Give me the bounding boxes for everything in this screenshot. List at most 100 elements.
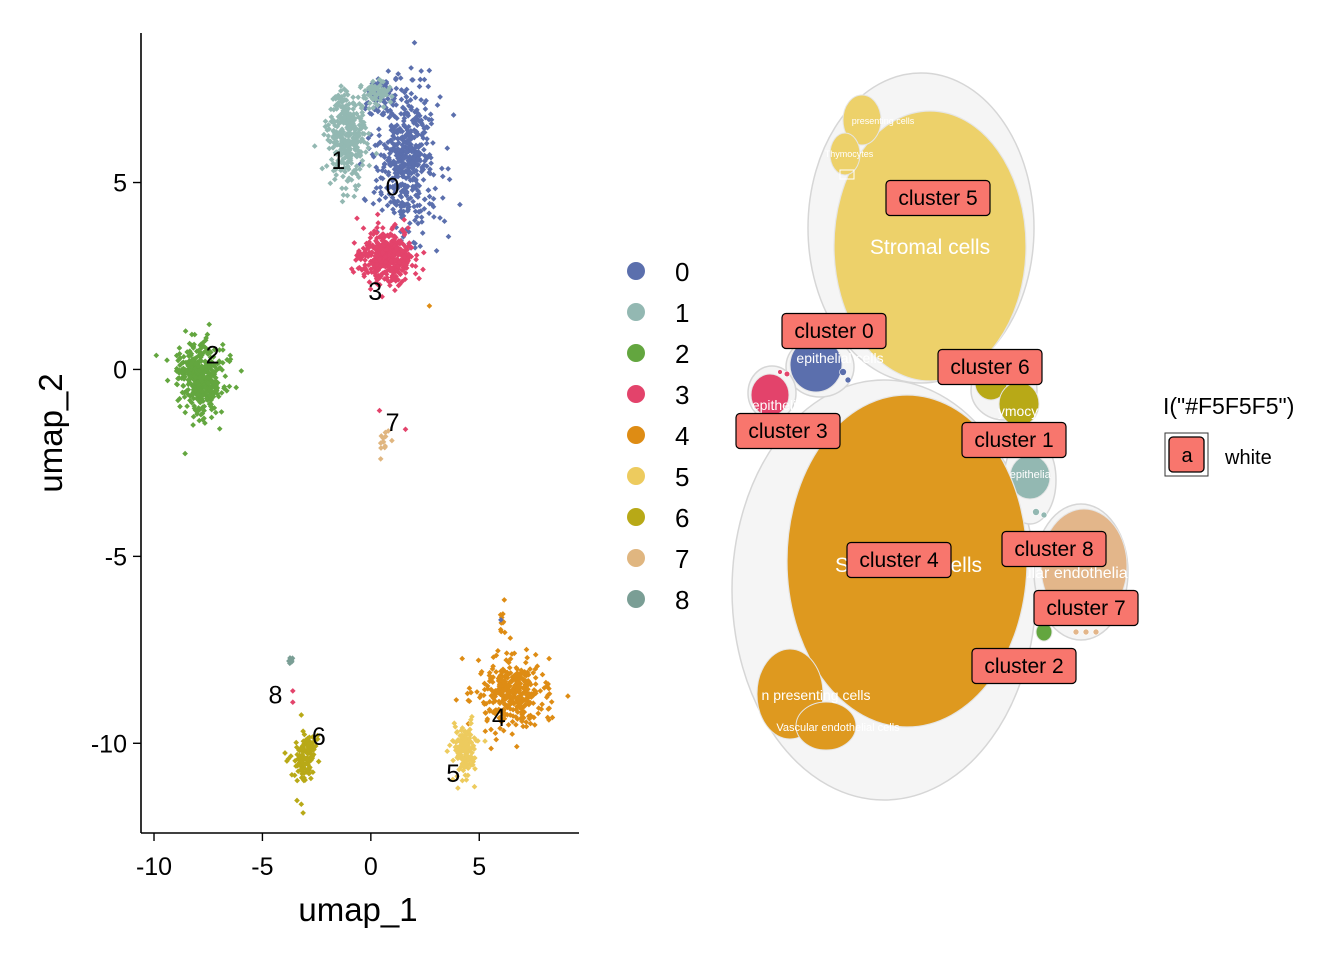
point-cluster-2: [210, 354, 217, 360]
point-cluster-4: [487, 677, 493, 684]
point-cluster-0: [410, 184, 417, 191]
point-cluster-2: [208, 358, 215, 365]
point-cluster-0: [428, 116, 435, 123]
point-cluster-4: [506, 664, 513, 671]
label-cluster4-stromal-left: S: [835, 554, 849, 577]
point-cluster-0: [420, 176, 427, 183]
point-cluster-4: [509, 731, 516, 737]
point-cluster-1: [338, 93, 345, 100]
cluster-label-8: 8: [268, 682, 282, 710]
point-cluster-2: [198, 358, 205, 364]
point-cluster-4: [484, 685, 491, 692]
point-cluster-3: [395, 282, 402, 289]
point-cluster-4: [495, 647, 501, 654]
point-cluster-2: [216, 347, 223, 353]
point-cluster-4: [522, 659, 529, 666]
point-cluster-3: [354, 215, 360, 222]
point-cluster-5: [455, 785, 461, 791]
point-cluster-0: [446, 176, 453, 183]
point-cluster-6: [305, 762, 311, 768]
point-cluster-3: [366, 279, 373, 285]
point-cluster-0: [431, 214, 437, 220]
point-cluster-4: [546, 655, 552, 662]
point-cluster-2: [180, 365, 187, 372]
point-cluster-0: [386, 154, 392, 161]
point-cluster-4: [532, 651, 539, 658]
point-cluster-4: [546, 685, 552, 692]
point-cluster-0: [405, 164, 412, 171]
point-cluster-0: [403, 94, 410, 100]
point-cluster-0: [409, 177, 416, 183]
point-cluster-1: [345, 133, 352, 139]
point-cluster-3: [379, 293, 385, 300]
point-cluster-1: [350, 115, 357, 121]
point-cluster-4: [497, 725, 503, 732]
point-cluster-0: [419, 230, 426, 236]
point-cluster-0: [433, 247, 440, 254]
point-cluster-1: [326, 126, 332, 132]
point-cluster-0: [430, 140, 436, 146]
point-cluster-0: [410, 198, 416, 205]
point-cluster-0: [415, 110, 421, 117]
point-cluster-2: [182, 450, 188, 457]
point-cluster-0: [365, 135, 372, 141]
point-cluster-0: [378, 191, 385, 198]
point-cluster-0: [410, 239, 417, 246]
background-legend: I("#F5F5F5") a white: [1163, 393, 1294, 477]
label-cluster6-thymocytes: ymocyt: [998, 403, 1042, 419]
point-cluster-1: [361, 131, 368, 137]
point-cluster-0: [383, 145, 389, 152]
legend-label-7: 7: [675, 544, 689, 574]
point-cluster-2: [190, 342, 197, 349]
point-cluster-4: [528, 693, 535, 700]
circle-cluster2-vascular: [795, 701, 857, 751]
point-cluster-2: [226, 383, 233, 390]
point-cluster-6: [291, 772, 298, 779]
point-cluster-1: [365, 145, 372, 151]
point-cluster-4: [482, 710, 489, 716]
point-cluster-2: [212, 378, 219, 384]
point-cluster-1: [334, 123, 341, 130]
point-cluster-2: [175, 357, 181, 364]
point-cluster-5: [460, 755, 467, 762]
cluster-legend: 0 1 2 3 4 5 6 7 8: [627, 257, 689, 615]
point-cluster-0: [407, 127, 414, 134]
point-cluster-0: [441, 218, 448, 225]
point-cluster-0: [378, 152, 384, 158]
point-cluster-0: [427, 111, 434, 118]
point-cluster-3: [405, 225, 412, 231]
point-cluster-5: [467, 762, 474, 769]
cluster-tags-layer: cluster 5 cluster 0 cluster 6 cluster 3 clus…: [735, 179, 1139, 685]
point-cluster-4: [490, 699, 497, 706]
point-cluster-6: [306, 734, 313, 741]
point-cluster-0: [428, 120, 435, 127]
point-cluster-0: [400, 145, 406, 152]
point-cluster-2: [176, 375, 183, 381]
point-cluster-0: [385, 68, 392, 74]
point-cluster-2: [196, 367, 203, 374]
point-cluster-4: [527, 720, 534, 727]
point-cluster-2: [191, 355, 197, 362]
point-cluster-1: [368, 94, 375, 101]
point-cluster-4: [507, 712, 514, 718]
point-cluster-2: [222, 373, 229, 380]
point-cluster-0: [414, 172, 421, 178]
point-cluster-3: [420, 249, 427, 256]
legend-label-3: 3: [675, 380, 689, 410]
point-cluster-2: [227, 352, 234, 359]
point-cluster-3: [409, 262, 416, 269]
point-cluster-0: [421, 196, 428, 203]
point-cluster-6: [301, 731, 308, 738]
point-cluster-0: [404, 99, 410, 105]
point-cluster-0: [398, 204, 405, 210]
point-cluster-0: [393, 85, 400, 92]
point-cluster-6: [288, 753, 294, 759]
point-cluster-2: [181, 394, 188, 400]
point-cluster-1: [351, 122, 357, 129]
circle-cluster0-small-b: [844, 376, 852, 384]
point-cluster-2: [188, 399, 195, 406]
point-cluster-0: [394, 198, 401, 205]
point-cluster-3: [405, 257, 412, 264]
series-3-points: [348, 211, 427, 300]
point-cluster-2: [186, 369, 193, 376]
